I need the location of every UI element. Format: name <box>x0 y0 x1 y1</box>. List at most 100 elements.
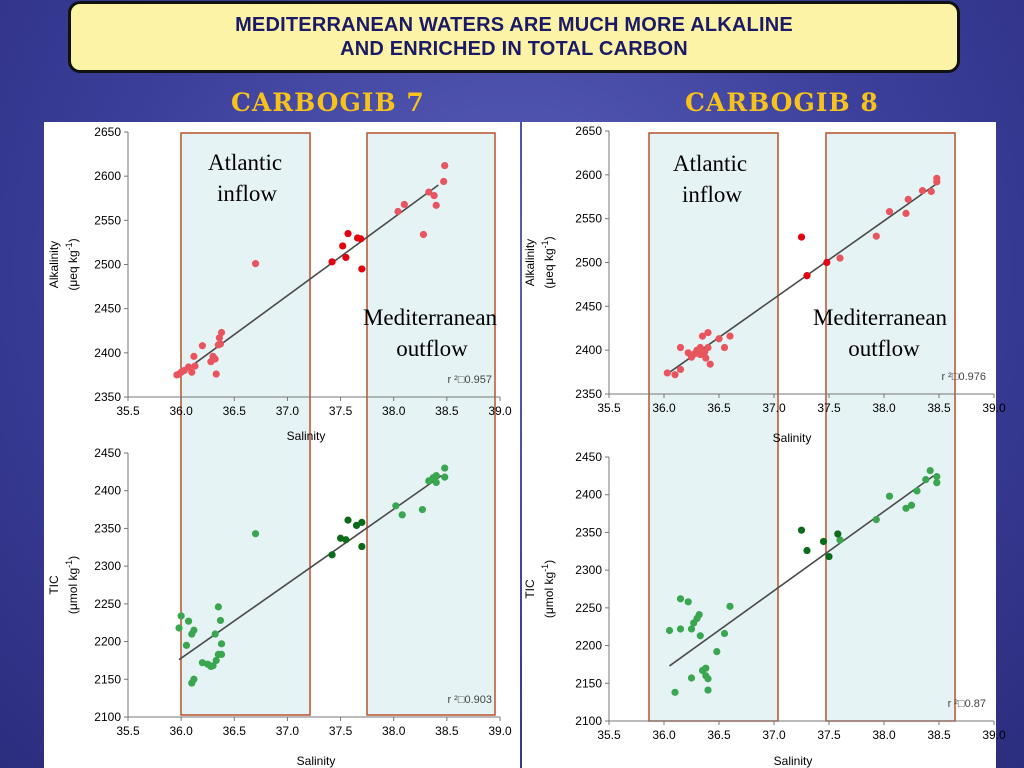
data-point <box>211 355 219 363</box>
y-tick-label: 2350 <box>575 525 602 539</box>
data-point <box>665 626 674 635</box>
atlantic-label-c8-line2: inflow <box>682 182 742 207</box>
y-unit-close: ) <box>542 236 556 240</box>
x-tick-label: 35.5 <box>116 404 140 418</box>
data-point <box>184 363 193 371</box>
data-point <box>836 536 844 544</box>
y-tick-label: 2300 <box>94 559 121 573</box>
x-tick-label: 36.0 <box>169 404 193 418</box>
y-tick-label: 2150 <box>575 676 602 690</box>
data-point <box>726 602 734 610</box>
data-point <box>885 208 894 216</box>
data-point <box>922 476 930 484</box>
y-unit-superscript: -1 <box>64 560 74 568</box>
data-point <box>190 626 198 634</box>
y-tick-label: 2400 <box>575 343 602 357</box>
data-point <box>418 505 427 514</box>
data-point <box>217 650 226 658</box>
r-squared-label: r ²□0.976 <box>941 371 986 383</box>
title-line-1: MEDITERRANEAN WATERS ARE MUCH MORE ALKAL… <box>235 14 793 36</box>
data-point <box>352 521 361 530</box>
data-point <box>823 258 831 267</box>
y-tick-label: 2450 <box>575 450 602 464</box>
data-point <box>191 362 199 370</box>
y-tick-label: 2200 <box>575 639 602 653</box>
data-point <box>684 598 692 606</box>
data-point <box>188 368 196 376</box>
data-point <box>328 551 336 559</box>
data-point <box>872 516 880 524</box>
data-point <box>182 641 191 649</box>
y-tick-label: 2450 <box>94 446 121 460</box>
data-point <box>698 332 707 340</box>
y-axis-unit-label: (μeq kg-1) <box>540 236 556 288</box>
data-point <box>175 624 183 632</box>
x-tick-label: 38.0 <box>382 724 406 738</box>
data-point <box>217 328 226 337</box>
y-axis-unit-label: (μmol kg-1) <box>64 556 80 614</box>
data-point <box>441 161 449 170</box>
y-unit-close: ) <box>66 238 80 242</box>
x-tick-label: 35.5 <box>116 724 140 738</box>
data-point <box>392 502 400 510</box>
data-point <box>902 504 910 512</box>
data-point <box>432 472 440 480</box>
data-point <box>198 342 206 350</box>
x-tick-label: 38.5 <box>435 724 459 738</box>
y-tick-label: 2300 <box>575 563 602 577</box>
y-unit-close: ) <box>66 556 80 560</box>
data-point <box>933 479 941 487</box>
data-point <box>425 188 433 196</box>
r-squared-label: r ²□0.957 <box>447 374 492 386</box>
data-point <box>358 518 366 526</box>
data-point <box>419 230 428 239</box>
data-point <box>797 233 806 241</box>
data-point <box>676 595 685 603</box>
data-point <box>398 511 406 519</box>
r-squared-label: r ²□0.903 <box>447 694 492 706</box>
data-point <box>214 603 222 611</box>
data-point <box>440 177 448 186</box>
data-point <box>803 546 811 555</box>
data-point <box>212 370 220 378</box>
y-axis-unit-label: (μmol kg-1) <box>540 560 556 618</box>
y-unit-superscript: -1 <box>540 564 550 572</box>
data-point <box>696 632 704 640</box>
x-tick-label: 37.0 <box>276 724 300 738</box>
data-point <box>885 492 894 500</box>
data-point <box>441 473 449 481</box>
data-point <box>432 201 440 209</box>
data-point <box>430 192 438 200</box>
data-point <box>704 343 712 352</box>
data-point <box>720 343 729 352</box>
mediterranean-label-c8-line2: outflow <box>848 336 920 361</box>
atlantic-label-c8-line1: Atlantic <box>673 151 747 176</box>
data-point <box>834 530 842 538</box>
chart-c8_alk: 35.5 36.0 36.5 37.0 37.5 38.0 38.5 39.0 2350 2400… <box>523 124 1006 445</box>
y-tick-label: 2600 <box>575 168 602 182</box>
data-point <box>217 640 226 648</box>
atlantic-label-c7-line2: inflow <box>217 181 277 206</box>
y-unit-text: (μmol kg <box>66 568 80 614</box>
data-point <box>933 174 941 182</box>
y-tick-label: 2350 <box>575 387 602 401</box>
data-point <box>190 675 198 683</box>
data-point <box>251 530 260 538</box>
data-point <box>927 187 935 196</box>
regression-line <box>669 475 934 667</box>
data-point <box>251 260 260 268</box>
y-axis-label: TIC <box>47 575 61 595</box>
data-point <box>342 536 350 544</box>
title-line-2: AND ENRICHED IN TOTAL CARBON <box>340 38 688 60</box>
x-tick-label: 37.5 <box>817 728 841 742</box>
atlantic-region-c7 <box>180 132 311 716</box>
data-point <box>358 265 366 273</box>
data-point <box>344 229 352 238</box>
data-point <box>902 209 910 218</box>
x-axis-label: Salinity <box>773 431 812 445</box>
data-point <box>704 675 712 683</box>
x-tick-label: 37.0 <box>762 401 786 415</box>
y-tick-label: 2350 <box>94 390 121 404</box>
y-tick-label: 2150 <box>94 672 121 686</box>
data-point <box>184 617 193 625</box>
